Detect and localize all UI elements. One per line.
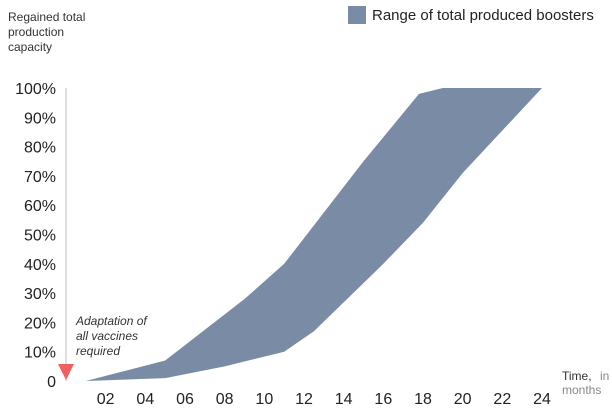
x-tick-label: 22	[493, 391, 511, 408]
x-axis-title-unit-2: months	[562, 383, 601, 397]
x-tick-label: 24	[533, 391, 551, 408]
y-tick-label: 100%	[15, 81, 56, 98]
y-axis-title: Regained total production capacity	[8, 10, 89, 54]
y-tick-label: 0	[47, 374, 56, 391]
range-area	[85, 88, 543, 381]
x-tick-label: 10	[255, 391, 273, 408]
y-tick-label: 30%	[24, 286, 56, 303]
x-tick-label: 20	[454, 391, 472, 408]
y-tick-label: 40%	[24, 257, 56, 274]
y-tick-label: 90%	[24, 110, 56, 127]
y-tick-label: 20%	[24, 315, 56, 332]
y-tick-label: 70%	[24, 169, 56, 186]
x-tick-label: 12	[295, 391, 313, 408]
y-tick-label: 80%	[24, 140, 56, 157]
x-tick-label: 02	[97, 391, 115, 408]
x-tick-labels: 02 04 06 08 10 12 14 16 18 20 22 24	[97, 391, 551, 408]
annotation-line-3: required	[76, 344, 120, 358]
y-axis-title-line-3: capacity	[8, 40, 52, 54]
y-tick-label: 10%	[24, 345, 56, 362]
x-tick-label: 16	[374, 391, 392, 408]
x-tick-label: 06	[176, 391, 194, 408]
annotation-line-2: all vaccines	[76, 329, 138, 343]
y-axis-title-line-2: production	[8, 25, 64, 39]
x-tick-label: 14	[335, 391, 353, 408]
annotation-line-1: Adaptation of	[75, 314, 148, 328]
y-axis-title-line-1: Regained total	[8, 10, 85, 24]
x-axis-title: Time, in months	[562, 367, 612, 397]
y-tick-label: 60%	[24, 198, 56, 215]
x-tick-label: 04	[136, 391, 154, 408]
annotation-marker-triangle	[58, 364, 74, 380]
legend-label: Range of total produced boosters	[372, 7, 594, 24]
annotation-text: Adaptation of all vaccines required	[75, 314, 150, 358]
legend-swatch	[348, 6, 366, 24]
x-axis-title-main: Time,	[562, 369, 592, 383]
y-tick-labels: 0 10% 20% 30% 40% 50% 60% 70% 80% 90% 100%	[15, 81, 56, 391]
x-axis-title-unit-1: in	[600, 369, 609, 383]
x-tick-label: 18	[414, 391, 432, 408]
legend: Range of total produced boosters	[348, 6, 594, 24]
x-tick-label: 08	[216, 391, 234, 408]
y-tick-label: 50%	[24, 228, 56, 245]
